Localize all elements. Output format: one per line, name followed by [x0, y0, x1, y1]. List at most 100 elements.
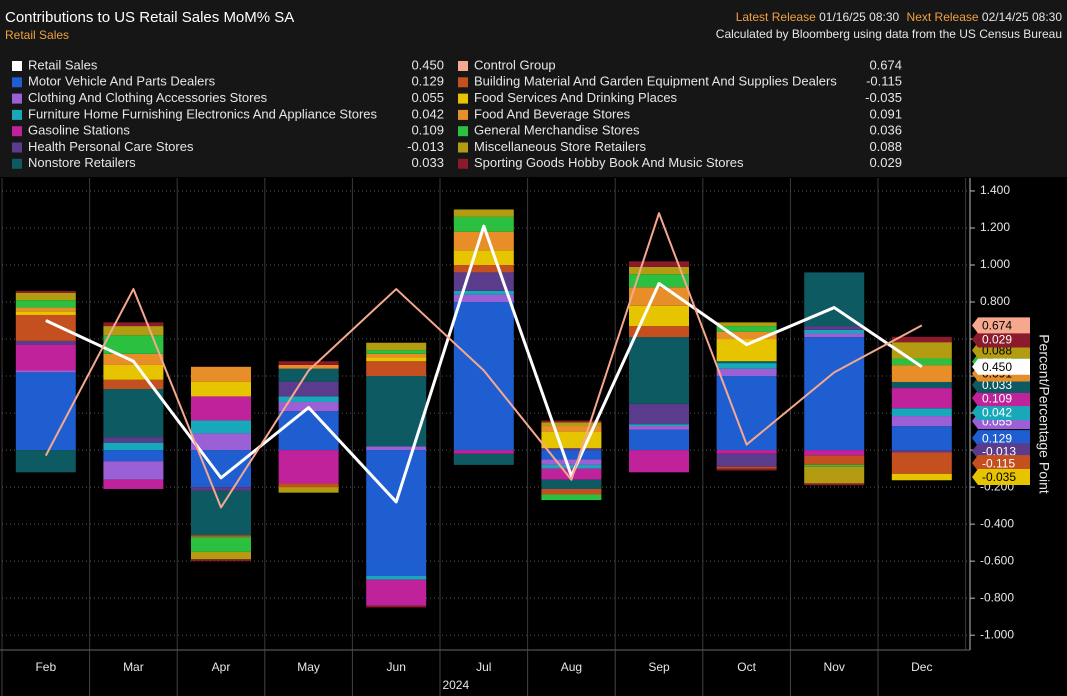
bar-segment	[541, 448, 602, 451]
bar-segment	[629, 450, 690, 473]
bar-segment	[15, 311, 76, 315]
legend-value: 0.109	[411, 123, 444, 138]
legend-swatch	[458, 61, 468, 71]
bar-segment	[278, 450, 339, 484]
latest-label: Latest Release	[736, 10, 816, 24]
legend-label: Nonstore Retailers	[28, 155, 136, 170]
bar-segment	[191, 487, 252, 491]
y-tick-label: -0.400	[980, 516, 1014, 530]
bar-segment	[15, 344, 76, 371]
legend-value: -0.115	[866, 74, 902, 89]
x-tick-label: May	[297, 660, 320, 674]
bar-segment	[366, 353, 427, 358]
legend-label: Furniture Home Furnishing Electronics An…	[28, 106, 378, 121]
bar-segment	[716, 453, 777, 467]
latest: 01/16/25 08:30	[819, 10, 899, 24]
bar-segment	[629, 337, 690, 404]
legend-swatch	[458, 158, 468, 169]
bar-segment	[15, 314, 76, 341]
bar-segment	[103, 389, 164, 438]
value-tag-bg	[972, 430, 1030, 447]
x-tick-label: Dec	[911, 660, 932, 674]
legend-label: Gasoline Stations	[28, 123, 130, 138]
bar-segment	[716, 468, 777, 471]
y-tick-label: -0.600	[980, 553, 1014, 567]
value-tag: -0.013	[982, 444, 1016, 458]
bar-segment	[629, 403, 690, 425]
legend-label: Sporting Goods Hobby Book And Music Stor…	[474, 155, 744, 170]
line-series	[45, 224, 923, 504]
bar-segment	[366, 446, 427, 451]
bar-segment	[541, 431, 602, 449]
legend-swatch	[458, 126, 468, 137]
value-tag-bg	[972, 390, 1030, 407]
bar-segment	[891, 473, 952, 481]
value-tag-bg	[972, 317, 1030, 334]
bar-segment	[541, 479, 602, 489]
value-tag-bg	[972, 331, 1030, 348]
bar-segment	[191, 420, 252, 434]
legend-swatch	[12, 61, 22, 71]
bar-segment	[716, 339, 777, 362]
legend-swatch	[458, 109, 468, 120]
bar-segment	[891, 381, 952, 389]
bar-segment	[453, 302, 514, 451]
bar-segment	[453, 231, 514, 251]
chart-title: Contributions to US Retail Sales MoM% SA	[5, 9, 294, 26]
bar-segment	[278, 396, 339, 402]
bar-segment	[453, 264, 514, 273]
bar-segment	[103, 442, 164, 451]
legend-value: 0.029	[869, 155, 902, 170]
bar-segment	[891, 408, 952, 417]
bar-segment	[278, 381, 339, 397]
bar-segment	[804, 329, 865, 334]
bar-segment	[804, 464, 865, 467]
bar-segment	[891, 388, 952, 409]
bar-segment	[278, 364, 339, 369]
bar-segment	[103, 461, 164, 480]
bar-segment	[716, 361, 777, 364]
bar-segment	[191, 381, 252, 397]
bar-segment	[804, 333, 865, 338]
value-tag: 0.029	[982, 333, 1012, 347]
bar-segment	[804, 326, 865, 330]
bar-segment	[366, 450, 427, 576]
x-group-label: 2024	[442, 678, 469, 692]
source: Calculated by Bloomberg using data from …	[716, 27, 1062, 41]
x-tick-label: Oct	[737, 660, 756, 674]
bar-segment	[191, 551, 252, 560]
value-tag: 0.674	[982, 319, 1012, 333]
legend-label: Control Group	[474, 57, 556, 72]
bar-segment	[629, 429, 690, 451]
bar-segment	[15, 290, 76, 293]
bar-segment	[716, 450, 777, 454]
bar-segment	[15, 450, 76, 473]
bar-segment	[804, 466, 865, 484]
y-tick-label: 1.200	[980, 220, 1010, 234]
legend-swatch	[458, 142, 468, 153]
bar-segment	[629, 261, 690, 267]
bar-segment	[15, 372, 76, 451]
y-tick-label: -0.800	[980, 590, 1014, 604]
bar-segment	[453, 294, 514, 303]
legend-swatch	[458, 77, 468, 88]
bar-segment	[541, 494, 602, 501]
bar-segment	[191, 366, 252, 382]
bar-segment	[278, 483, 339, 488]
value-tag: 0.109	[982, 391, 1012, 405]
bar-segment	[103, 379, 164, 390]
bar-segment	[891, 342, 952, 359]
legend-swatch	[12, 126, 22, 137]
bar-segment	[453, 209, 514, 217]
x-tick-label: Feb	[35, 660, 56, 674]
bar-segment	[15, 307, 76, 312]
bar-segment	[891, 426, 952, 451]
x-tick-label: Sep	[648, 660, 670, 674]
line-series	[44, 212, 923, 509]
bar-segment	[541, 420, 602, 423]
legend-label: Motor Vehicle And Parts Dealers	[28, 74, 216, 89]
next-label: Next Release	[907, 10, 979, 24]
bar-segment	[366, 579, 427, 606]
